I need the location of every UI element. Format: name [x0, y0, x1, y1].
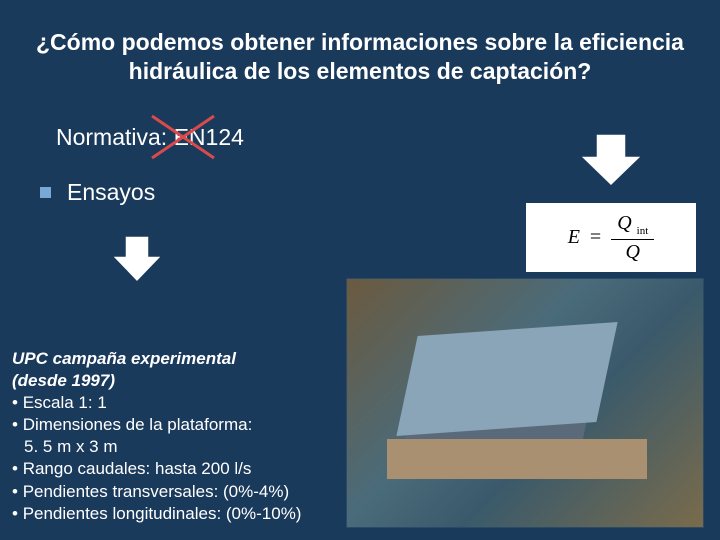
bullet-text: Ensayos: [67, 179, 155, 206]
formula-equals: =: [590, 226, 601, 249]
slide-title: ¿Cómo podemos obtener informaciones sobr…: [0, 0, 720, 86]
formula-box: E = Q int Q: [526, 203, 696, 272]
campaign-item: Rango caudales: hasta 200 l/s: [12, 458, 301, 480]
formula-sub: int: [637, 225, 649, 237]
campaign-item: Dimensiones de la plataforma:: [12, 414, 301, 436]
formula-region: E = Q int Q: [526, 132, 696, 272]
bullet-item-normativa: Normativa: EN124: [40, 124, 244, 151]
bullet-text: Normativa: EN124: [56, 124, 244, 150]
formula-Q-num: Q: [617, 212, 631, 234]
experiment-photo: [346, 278, 704, 528]
campaign-item-dims: 5. 5 m x 3 m: [12, 436, 301, 458]
formula-E: E: [568, 226, 580, 249]
campaign-header: UPC campaña experimental: [12, 348, 301, 370]
campaign-since: (desde 1997): [12, 370, 301, 392]
down-arrow-icon: [576, 132, 646, 193]
campaign-item: Pendientes transversales: (0%-4%): [12, 481, 301, 503]
campaign-item: Pendientes longitudinales: (0%-10%): [12, 503, 301, 525]
bullet-square-icon: [40, 187, 51, 198]
formula-Q-den: Q: [626, 240, 640, 262]
campaign-item: Escala 1: 1: [12, 392, 301, 414]
campaign-text-block: UPC campaña experimental (desde 1997) Es…: [12, 348, 301, 525]
formula-fraction: Q int Q: [611, 213, 654, 262]
